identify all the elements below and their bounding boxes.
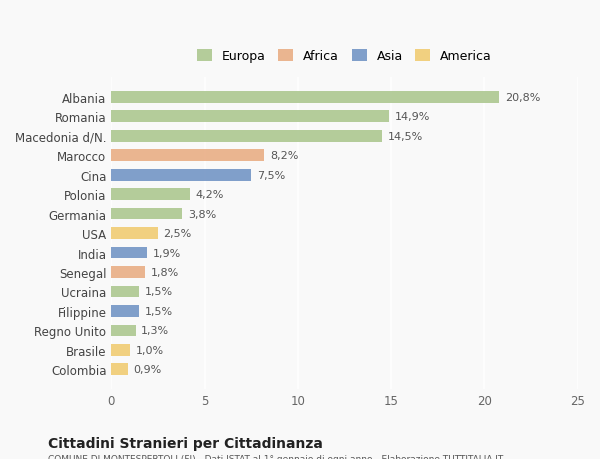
Bar xyxy=(112,92,499,103)
Bar xyxy=(112,344,130,356)
Text: Cittadini Stranieri per Cittadinanza: Cittadini Stranieri per Cittadinanza xyxy=(48,436,323,450)
Bar xyxy=(112,111,389,123)
Text: 1,5%: 1,5% xyxy=(145,306,173,316)
Bar xyxy=(112,364,128,375)
Legend: Europa, Africa, Asia, America: Europa, Africa, Asia, America xyxy=(191,43,499,69)
Bar xyxy=(112,208,182,220)
Text: 1,9%: 1,9% xyxy=(152,248,181,258)
Text: 1,3%: 1,3% xyxy=(141,326,169,336)
Text: 7,5%: 7,5% xyxy=(257,170,285,180)
Bar xyxy=(112,189,190,201)
Bar xyxy=(112,325,136,336)
Text: 0,9%: 0,9% xyxy=(134,364,162,375)
Text: 14,9%: 14,9% xyxy=(395,112,430,122)
Text: 3,8%: 3,8% xyxy=(188,209,216,219)
Bar xyxy=(112,247,147,259)
Bar xyxy=(112,131,382,142)
Bar xyxy=(112,169,251,181)
Text: 1,0%: 1,0% xyxy=(136,345,164,355)
Text: 20,8%: 20,8% xyxy=(505,93,540,103)
Bar xyxy=(112,305,139,317)
Text: 1,5%: 1,5% xyxy=(145,287,173,297)
Bar xyxy=(112,286,139,297)
Text: 8,2%: 8,2% xyxy=(270,151,298,161)
Bar xyxy=(112,267,145,278)
Text: COMUNE DI MONTESPERTOLI (FI) - Dati ISTAT al 1° gennaio di ogni anno - Elaborazi: COMUNE DI MONTESPERTOLI (FI) - Dati ISTA… xyxy=(48,454,503,459)
Text: 4,2%: 4,2% xyxy=(195,190,224,200)
Text: 2,5%: 2,5% xyxy=(164,229,192,239)
Bar xyxy=(112,150,264,162)
Text: 14,5%: 14,5% xyxy=(388,131,422,141)
Bar xyxy=(112,228,158,240)
Text: 1,8%: 1,8% xyxy=(151,268,179,277)
